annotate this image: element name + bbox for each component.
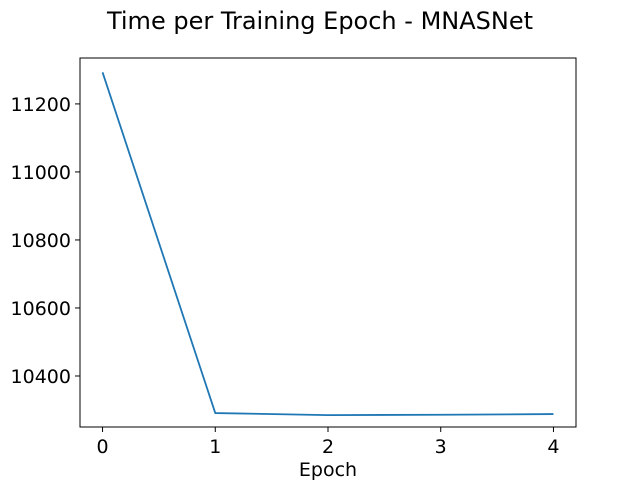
series-line-0 [101, 71, 554, 417]
x-tick-label: 0 [96, 436, 108, 458]
y-tick-label: 10400 [11, 366, 71, 388]
x-tick-label: 2 [322, 436, 334, 458]
x-axis-ticks: 0 1 2 3 4 [96, 427, 560, 458]
series-layer [101, 71, 554, 417]
plot-area-frame [79, 57, 577, 428]
y-tick-label: 10800 [11, 230, 71, 252]
y-tick-label: 11200 [11, 94, 71, 116]
x-axis-label: Epoch [299, 459, 357, 480]
x-tick-label: 3 [435, 436, 447, 458]
chart-title: Time per Training Epoch - MNASNet [106, 7, 533, 35]
x-tick-label: 4 [547, 436, 559, 458]
y-axis-ticks: 10400 10600 10800 11000 11200 [11, 94, 80, 388]
y-tick-label: 11000 [11, 162, 71, 184]
y-tick-label: 10600 [11, 298, 71, 320]
x-tick-label: 1 [209, 436, 221, 458]
